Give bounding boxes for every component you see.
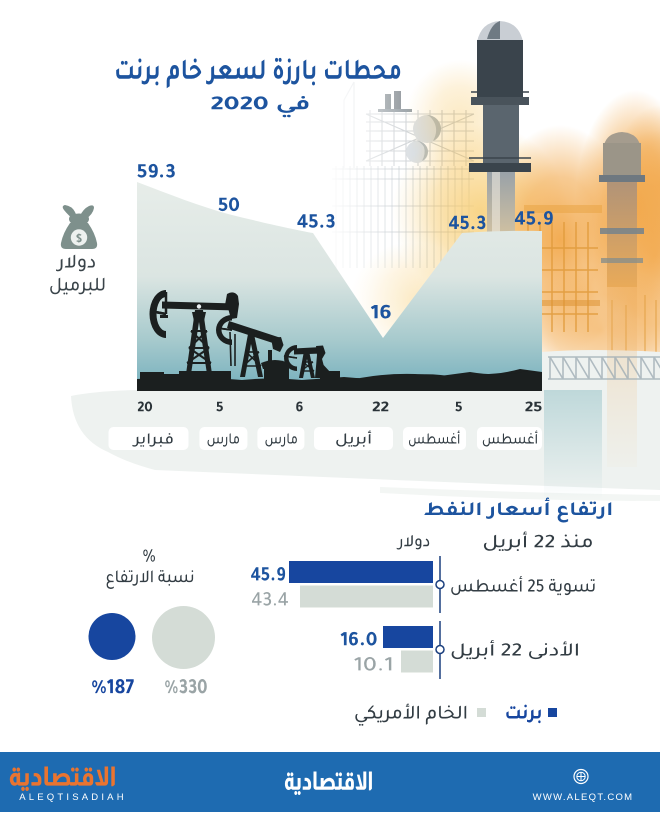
svg-text:ALEQTISADIAH: ALEQTISADIAH [19,792,127,803]
svg-text:WWW.ALEQT.COM: WWW.ALEQT.COM [533,792,634,803]
